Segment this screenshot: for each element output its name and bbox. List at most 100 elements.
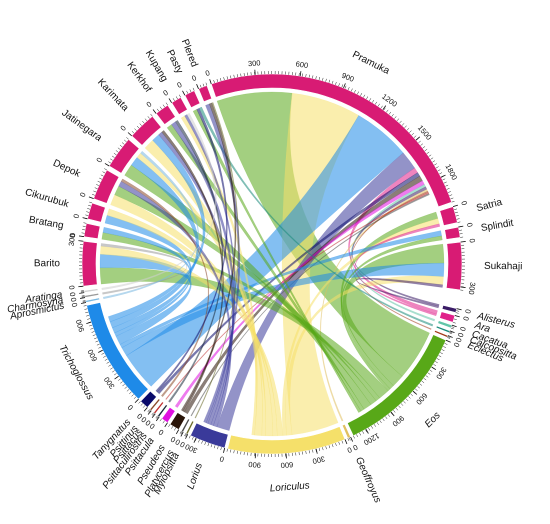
minor-tick <box>363 94 366 98</box>
market-label-barito: Barito <box>34 258 61 269</box>
major-tick <box>80 302 87 304</box>
minor-tick <box>233 450 235 454</box>
minor-tick <box>83 305 87 307</box>
minor-tick <box>96 343 100 346</box>
minor-tick <box>179 430 182 434</box>
minor-tick <box>180 431 183 435</box>
segment-lorius <box>189 422 229 449</box>
minor-tick <box>308 450 310 454</box>
minor-tick <box>230 449 232 453</box>
minor-tick <box>325 78 327 82</box>
market-label-pramuka: Pramuka <box>350 49 391 77</box>
tick-label-eos: 900 <box>391 414 406 429</box>
minor-tick <box>447 191 451 193</box>
minor-tick <box>398 405 401 409</box>
major-tick <box>382 105 387 110</box>
minor-tick <box>417 386 420 389</box>
minor-tick <box>81 296 85 298</box>
minor-tick <box>422 146 426 149</box>
minor-tick <box>371 425 374 429</box>
minor-tick <box>390 412 393 415</box>
minor-tick <box>142 120 145 124</box>
minor-tick <box>175 96 178 100</box>
minor-tick <box>423 378 427 381</box>
minor-tick <box>97 180 101 183</box>
segment-bratang <box>83 222 101 239</box>
genus-label-eos: Eos <box>423 410 443 430</box>
minor-tick <box>198 439 200 443</box>
minor-tick <box>119 144 123 148</box>
tick-label-pramuka: 1800 <box>444 163 460 182</box>
minor-tick <box>451 326 455 328</box>
minor-tick <box>456 310 460 312</box>
segment-psittacula <box>161 406 176 424</box>
minor-tick <box>91 194 95 196</box>
market-label-splindit: Splindit <box>480 218 514 234</box>
ribbon-pasty-calcopsitta <box>198 106 434 327</box>
minor-tick <box>356 434 358 438</box>
minor-tick <box>126 137 129 140</box>
ribbon-splindit-trichoglossus <box>119 230 442 349</box>
segment-kerkhof <box>155 104 176 125</box>
minor-tick <box>94 187 98 190</box>
minor-tick <box>134 128 137 131</box>
minor-tick <box>450 197 454 200</box>
minor-tick <box>113 373 117 376</box>
major-tick <box>452 204 459 207</box>
minor-tick <box>415 388 418 392</box>
minor-tick <box>150 113 153 117</box>
segment-depok <box>93 169 120 204</box>
minor-tick <box>455 312 459 314</box>
minor-tick <box>447 336 451 338</box>
major-tick <box>223 447 226 453</box>
minor-tick <box>195 438 197 442</box>
tick-label-sukahaji: 300 <box>467 282 477 296</box>
minor-tick <box>142 405 146 408</box>
minor-tick <box>453 318 457 320</box>
minor-tick <box>151 412 154 416</box>
minor-tick <box>366 96 369 100</box>
ribbon-pramuka-trichoglossus <box>126 115 404 387</box>
minor-tick <box>220 447 222 451</box>
minor-tick <box>89 201 93 204</box>
major-tick <box>454 315 460 318</box>
tick-label-karimata: 0 <box>118 124 127 133</box>
tick-label-eos: 300 <box>434 366 448 381</box>
major-tick <box>390 411 395 417</box>
minor-tick <box>118 378 121 381</box>
minor-tick <box>115 150 119 153</box>
segment-tanygnatus <box>140 390 158 408</box>
minor-tick <box>85 214 89 216</box>
minor-tick <box>236 74 238 78</box>
minor-tick <box>428 154 432 157</box>
minor-tick <box>82 225 86 227</box>
minor-tick <box>171 425 174 429</box>
major-tick <box>299 71 302 77</box>
minor-tick <box>226 448 228 452</box>
minor-tick <box>104 358 108 361</box>
tick-label-pseudeos: 0 <box>169 435 177 445</box>
minor-tick <box>117 147 121 150</box>
minor-tick <box>159 418 162 422</box>
minor-tick <box>156 108 160 112</box>
ribbon-sukahaji-alisterus <box>356 277 444 309</box>
minor-tick <box>406 127 410 131</box>
minor-tick <box>335 443 337 447</box>
ribbon-plered-myiopsitta <box>194 102 239 419</box>
minor-tick <box>386 109 389 113</box>
tick-label-pasty: 0 <box>176 80 184 90</box>
minor-tick <box>335 81 337 85</box>
tick-label-trichoglossus: 0 <box>126 403 135 412</box>
tick-label-loriculus: 600 <box>280 460 293 470</box>
minor-tick <box>427 372 431 375</box>
minor-tick <box>362 430 365 434</box>
major-tick <box>415 136 421 141</box>
minor-tick <box>186 90 189 94</box>
minor-tick <box>111 155 115 158</box>
minor-tick <box>357 91 359 95</box>
minor-tick <box>426 151 430 154</box>
minor-tick <box>220 77 222 82</box>
major-tick <box>440 174 446 178</box>
minor-tick <box>425 375 429 378</box>
